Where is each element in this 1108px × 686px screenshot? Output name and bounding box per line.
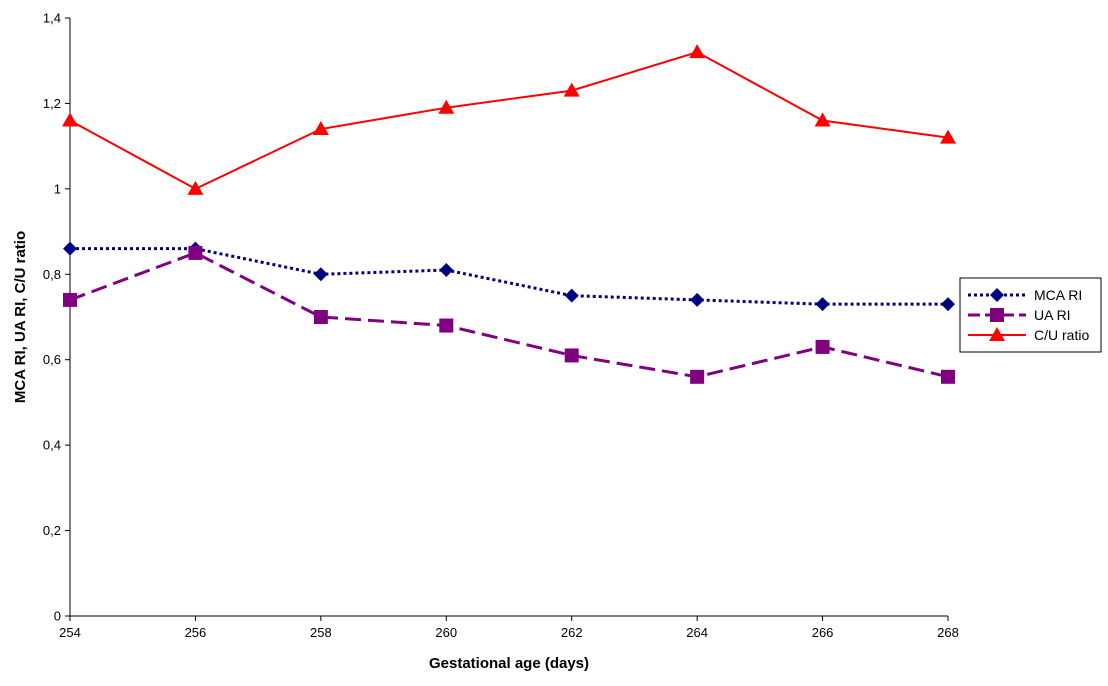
y-tick-label: 0 [54, 609, 61, 624]
x-axis-ticks: 254 256 258 260 262 264 266 268 [59, 616, 959, 640]
x-tick-label: 254 [59, 625, 81, 640]
data-point-ua-ri [439, 318, 454, 333]
legend-label-ua-ri: UA RI [1034, 307, 1071, 323]
x-tick-label: 260 [435, 625, 457, 640]
data-point-ua-ri [63, 292, 77, 307]
axes [69, 18, 948, 617]
y-tick-label: 0,4 [43, 438, 61, 453]
data-point-ua-ri [690, 369, 705, 384]
series-line-ua-ri [69, 251, 949, 379]
data-point-c-u-ratio [940, 129, 956, 144]
series-c-u-ratio [62, 44, 956, 195]
x-tick-label: 256 [185, 625, 207, 640]
y-tick-label: 1,4 [43, 11, 61, 26]
x-tick-label: 262 [561, 625, 583, 640]
data-point-mca-ri [690, 292, 705, 307]
legend: MCA RI UA RI C/U ratio [959, 277, 1102, 353]
legend-box [959, 277, 1102, 353]
x-tick-label: 264 [686, 625, 708, 640]
y-tick-label: 0,8 [43, 267, 61, 282]
data-point-mca-ri [941, 297, 955, 312]
y-tick-label: 1 [54, 181, 61, 196]
data-point-c-u-ratio [689, 44, 706, 59]
data-point-ua-ri [815, 339, 830, 354]
data-point-ua-ri [313, 310, 328, 324]
series-line-c-u-ratio [69, 51, 949, 190]
y-tick-label: 0,2 [43, 523, 61, 538]
legend-marker-mca-ri [990, 288, 1004, 302]
data-point-ua-ri [188, 245, 203, 260]
data-point-c-u-ratio [312, 121, 329, 136]
series-layer [62, 44, 956, 384]
data-point-mca-ri [564, 288, 579, 303]
legend-marker-c-u-ratio [989, 327, 1005, 341]
data-point-c-u-ratio [814, 112, 831, 127]
data-point-mca-ri [439, 263, 454, 278]
y-tick-label: 1,2 [43, 96, 61, 111]
data-point-c-u-ratio [187, 180, 204, 195]
legend-label-mca-ri: MCA RI [1034, 287, 1082, 303]
data-point-ua-ri [941, 369, 955, 384]
x-tick-label: 266 [812, 625, 834, 640]
x-tick-label: 268 [937, 625, 959, 640]
y-tick-label: 0,6 [43, 352, 61, 367]
legend-label-c-u-ratio: C/U ratio [1034, 327, 1089, 343]
series-ua-ri [63, 245, 955, 384]
legend-marker-ua-ri [990, 308, 1004, 322]
data-point-mca-ri [63, 241, 77, 256]
series-line-mca-ri [70, 247, 948, 306]
y-axis-title: MCA RI, UA RI, C/U ratio [12, 231, 29, 403]
data-point-c-u-ratio [438, 99, 455, 114]
data-point-c-u-ratio [62, 112, 78, 127]
y-axis-ticks: 0 0,2 0,4 0,6 0,8 1 1,2 1,4 [43, 11, 70, 624]
x-axis-title: Gestational age (days) [429, 655, 589, 672]
x-tick-label: 258 [310, 625, 332, 640]
data-point-mca-ri [815, 297, 830, 312]
data-point-ua-ri [564, 348, 579, 363]
data-point-mca-ri [313, 267, 328, 282]
data-point-c-u-ratio [563, 82, 580, 97]
